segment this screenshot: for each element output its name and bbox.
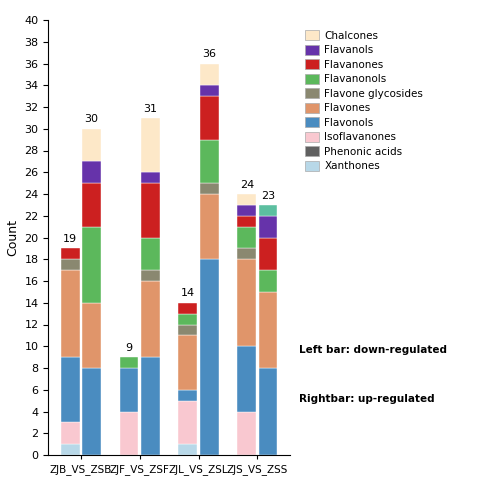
Bar [61,444,80,455]
Bar [61,259,80,270]
Bar [61,270,80,357]
Bar [82,226,101,302]
Bar [82,368,101,455]
Bar [258,368,277,455]
Bar [237,346,256,412]
Text: Rightbar: up-regulated: Rightbar: up-regulated [299,394,435,404]
Bar [179,390,198,400]
Text: 14: 14 [181,288,195,298]
Bar [179,302,198,314]
Bar [258,205,277,216]
Bar [237,205,256,216]
Bar [199,259,218,455]
Bar [82,302,101,368]
Bar [179,444,198,455]
Bar [237,248,256,259]
Bar [199,183,218,194]
Text: 19: 19 [63,234,77,244]
Bar [82,183,101,226]
Text: 31: 31 [143,104,157,114]
Bar [258,270,277,292]
Bar [82,162,101,183]
Bar [141,238,159,270]
Bar [141,281,159,357]
Bar [179,336,198,390]
Bar [179,314,198,324]
Bar [237,226,256,248]
Bar [199,64,218,85]
Bar [141,270,159,281]
Bar [258,238,277,270]
Text: 23: 23 [261,190,275,200]
Bar [61,357,80,422]
Bar [179,400,198,444]
Bar [258,292,277,368]
Text: 30: 30 [85,114,99,124]
Text: 9: 9 [126,343,132,353]
Text: 36: 36 [202,49,216,59]
Bar [199,194,218,259]
Bar [237,216,256,226]
Bar [199,85,218,96]
Bar [237,194,256,205]
Bar [258,216,277,238]
Bar [199,96,218,140]
Bar [141,118,159,172]
Bar [61,422,80,444]
Legend: Chalcones, Flavanols, Flavanones, Flavanonols, Flavone glycosides, Flavones, Fla: Chalcones, Flavanols, Flavanones, Flavan… [305,30,423,171]
Bar [141,172,159,183]
Y-axis label: Count: Count [6,219,19,256]
Text: Left bar: down-regulated: Left bar: down-regulated [299,345,447,355]
Bar [141,357,159,455]
Bar [141,183,159,238]
Bar [120,357,139,368]
Text: 24: 24 [240,180,254,190]
Bar [179,324,198,336]
Bar [237,259,256,346]
Bar [82,128,101,162]
Bar [120,368,139,412]
Bar [120,412,139,455]
Bar [61,248,80,259]
Bar [237,412,256,455]
Bar [199,140,218,183]
